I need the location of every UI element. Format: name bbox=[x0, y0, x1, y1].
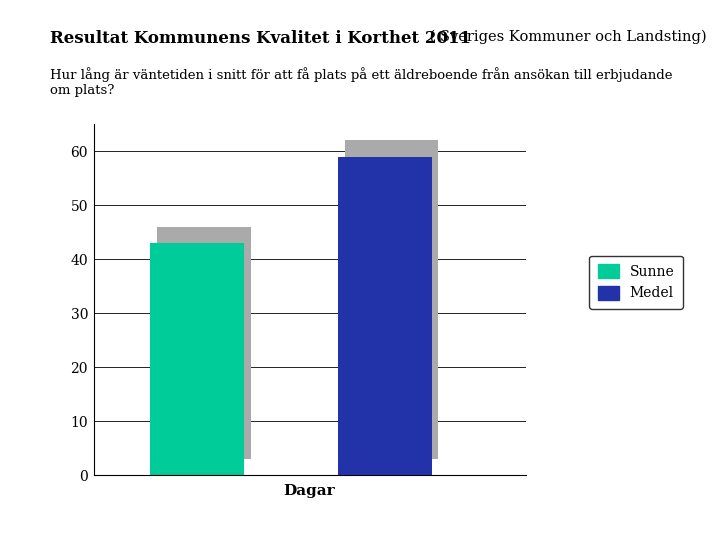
Text: ( Sveriges Kommuner och Landsting): ( Sveriges Kommuner och Landsting) bbox=[425, 30, 706, 44]
Bar bbox=[345, 140, 438, 459]
Bar bbox=[157, 227, 251, 459]
Text: om plats?: om plats? bbox=[50, 84, 114, 97]
Bar bbox=[338, 157, 432, 475]
Bar bbox=[150, 243, 244, 475]
X-axis label: Dagar: Dagar bbox=[284, 483, 336, 497]
Text: Resultat Kommunens Kvalitet i Korthet 2011: Resultat Kommunens Kvalitet i Korthet 20… bbox=[50, 30, 472, 46]
Text: Hur lång är väntetiden i snitt för att få plats på ett äldreboende från ansökan : Hur lång är väntetiden i snitt för att f… bbox=[50, 68, 673, 83]
Legend: Sunne, Medel: Sunne, Medel bbox=[590, 255, 683, 309]
